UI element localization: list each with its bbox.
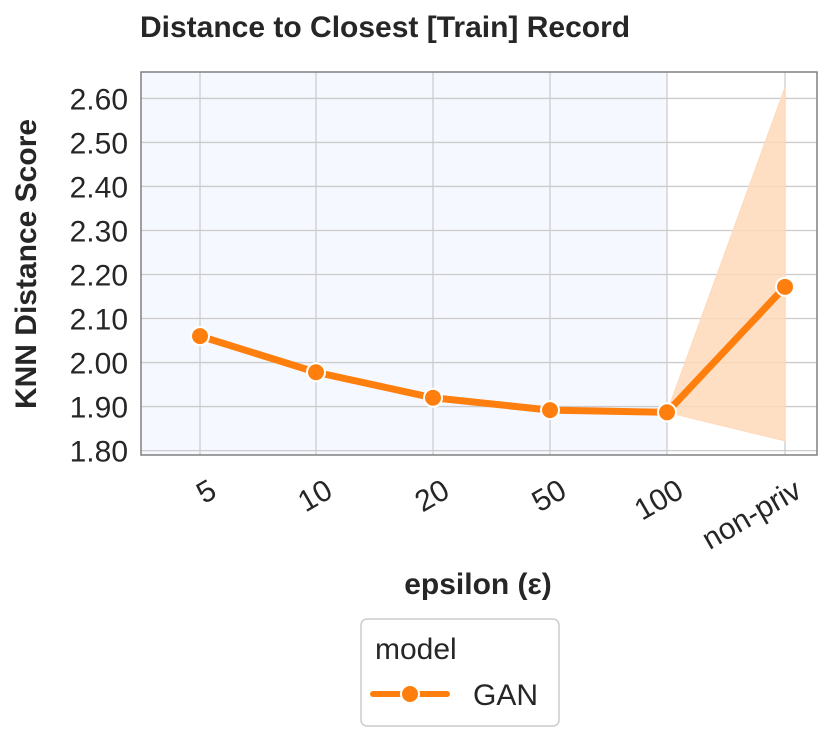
series-line-gan [196,283,789,416]
legend: model GAN [360,618,560,727]
data-point [540,400,560,421]
y-tick-label: 2.60 [70,83,128,116]
data-point [190,326,210,347]
data-point [775,276,795,297]
series-points [190,276,795,423]
chart-title: Distance to Closest [Train] Record [140,11,630,44]
y-tick-label: 2.20 [70,260,128,293]
data-point [423,387,443,408]
legend-marker-gan [400,684,420,704]
data-point [657,402,677,423]
plot-area [140,71,818,456]
data-point [306,362,326,383]
y-tick-label: 1.80 [70,436,128,469]
legend-title: model [375,633,457,666]
private-region-shade [141,72,667,455]
y-axis-ticks: 1.80 1.90 2.00 2.10 2.20 2.30 2.40 2.50 2.60 [70,83,128,468]
y-axis-label: KNN Distance Score [10,119,43,409]
y-tick-label: 2.10 [70,304,128,337]
plot-frame [140,71,818,456]
x-axis-label: epsilon (ε) [404,568,552,601]
y-tick-label: 2.30 [70,215,128,248]
y-tick-label: 2.00 [70,348,128,381]
y-tick-label: 1.90 [70,392,128,425]
y-tick-label: 2.50 [70,127,128,160]
legend-label-gan: GAN [473,679,538,712]
y-tick-label: 2.40 [70,171,128,204]
